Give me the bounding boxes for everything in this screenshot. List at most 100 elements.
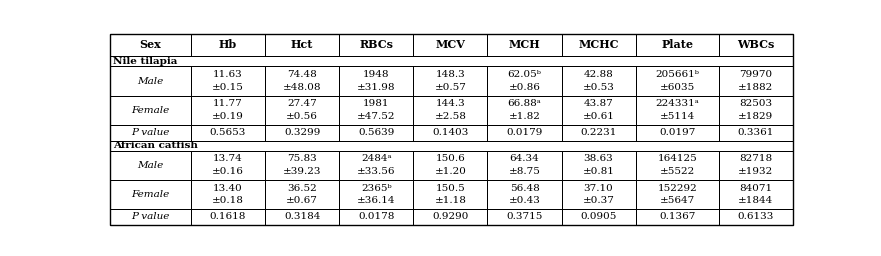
Bar <box>561 67 636 95</box>
Text: P value: P value <box>131 128 170 137</box>
Text: 56.48: 56.48 <box>509 184 539 193</box>
Text: 0.1367: 0.1367 <box>659 212 695 221</box>
Bar <box>636 209 719 225</box>
Bar <box>110 151 191 180</box>
Bar <box>413 151 487 180</box>
Text: ±48.08: ±48.08 <box>283 83 322 92</box>
Text: Plate: Plate <box>662 39 693 50</box>
Bar <box>719 95 793 125</box>
Bar <box>110 34 191 56</box>
Bar <box>487 180 561 209</box>
Bar <box>487 151 561 180</box>
Bar <box>265 34 339 56</box>
Text: 148.3: 148.3 <box>435 70 465 79</box>
Bar <box>719 34 793 56</box>
Text: Sex: Sex <box>140 39 161 50</box>
Bar <box>110 141 793 151</box>
Text: ±0.18: ±0.18 <box>212 196 244 205</box>
Text: 13.40: 13.40 <box>213 184 243 193</box>
Text: ±0.56: ±0.56 <box>286 112 318 121</box>
Bar <box>110 56 793 67</box>
Bar <box>413 209 487 225</box>
Text: MCHC: MCHC <box>578 39 618 50</box>
Bar <box>339 209 413 225</box>
Text: 79970: 79970 <box>739 70 773 79</box>
Bar <box>110 125 191 141</box>
Text: 164125: 164125 <box>657 154 697 164</box>
Text: ±1882: ±1882 <box>738 83 774 92</box>
Text: ±2.58: ±2.58 <box>434 112 466 121</box>
Text: ±1.18: ±1.18 <box>434 196 466 205</box>
Text: 27.47: 27.47 <box>287 99 317 108</box>
Text: 82718: 82718 <box>739 154 773 164</box>
Bar <box>636 180 719 209</box>
Bar <box>719 151 793 180</box>
Bar <box>487 209 561 225</box>
Text: ±0.37: ±0.37 <box>582 196 615 205</box>
Text: ±1932: ±1932 <box>738 167 774 176</box>
Text: ±0.19: ±0.19 <box>212 112 244 121</box>
Text: ±0.81: ±0.81 <box>582 167 615 176</box>
Text: 224331ᵃ: 224331ᵃ <box>655 99 700 108</box>
Bar <box>265 209 339 225</box>
Text: 64.34: 64.34 <box>509 154 539 164</box>
Bar <box>413 67 487 95</box>
Bar <box>191 125 265 141</box>
Text: 1948: 1948 <box>363 70 389 79</box>
Text: ±36.14: ±36.14 <box>357 196 396 205</box>
Bar <box>191 209 265 225</box>
Text: 0.5639: 0.5639 <box>358 128 395 137</box>
Bar <box>413 125 487 141</box>
Text: Female: Female <box>131 105 170 115</box>
Text: 150.5: 150.5 <box>435 184 465 193</box>
Text: 37.10: 37.10 <box>584 184 613 193</box>
Bar <box>265 180 339 209</box>
Text: ±1.82: ±1.82 <box>508 112 540 121</box>
Text: Nile tilapia: Nile tilapia <box>113 57 177 66</box>
Text: ±8.75: ±8.75 <box>508 167 540 176</box>
Bar <box>110 95 191 125</box>
Bar <box>561 209 636 225</box>
Text: 62.05ᵇ: 62.05ᵇ <box>507 70 542 79</box>
Bar <box>339 34 413 56</box>
Text: 0.5653: 0.5653 <box>210 128 246 137</box>
Text: 66.88ᵃ: 66.88ᵃ <box>507 99 542 108</box>
Text: ±39.23: ±39.23 <box>283 167 322 176</box>
Text: 144.3: 144.3 <box>435 99 465 108</box>
Text: 36.52: 36.52 <box>287 184 317 193</box>
Bar <box>487 34 561 56</box>
Text: ±1829: ±1829 <box>738 112 774 121</box>
Text: 0.0905: 0.0905 <box>581 212 617 221</box>
Text: ±0.16: ±0.16 <box>212 167 244 176</box>
Text: 38.63: 38.63 <box>584 154 613 164</box>
Text: ±1844: ±1844 <box>738 196 774 205</box>
Text: 1981: 1981 <box>363 99 389 108</box>
Text: ±33.56: ±33.56 <box>357 167 396 176</box>
Text: 0.6133: 0.6133 <box>737 212 774 221</box>
Text: 0.0178: 0.0178 <box>358 212 395 221</box>
Text: 11.77: 11.77 <box>213 99 243 108</box>
Text: 11.63: 11.63 <box>213 70 243 79</box>
Bar <box>719 180 793 209</box>
Text: ±47.52: ±47.52 <box>357 112 396 121</box>
Text: P value: P value <box>131 212 170 221</box>
Bar <box>339 151 413 180</box>
Bar <box>719 67 793 95</box>
Bar <box>487 67 561 95</box>
Bar <box>413 95 487 125</box>
Bar <box>191 67 265 95</box>
Bar <box>339 67 413 95</box>
Text: Hct: Hct <box>291 39 314 50</box>
Text: Female: Female <box>131 190 170 199</box>
Text: 42.88: 42.88 <box>584 70 613 79</box>
Bar <box>191 95 265 125</box>
Bar <box>110 209 191 225</box>
Bar <box>413 34 487 56</box>
Text: 0.3299: 0.3299 <box>284 128 321 137</box>
Text: ±0.15: ±0.15 <box>212 83 244 92</box>
Bar <box>636 34 719 56</box>
Text: 150.6: 150.6 <box>435 154 465 164</box>
Text: 75.83: 75.83 <box>287 154 317 164</box>
Text: Male: Male <box>137 77 164 86</box>
Text: ±0.67: ±0.67 <box>286 196 318 205</box>
